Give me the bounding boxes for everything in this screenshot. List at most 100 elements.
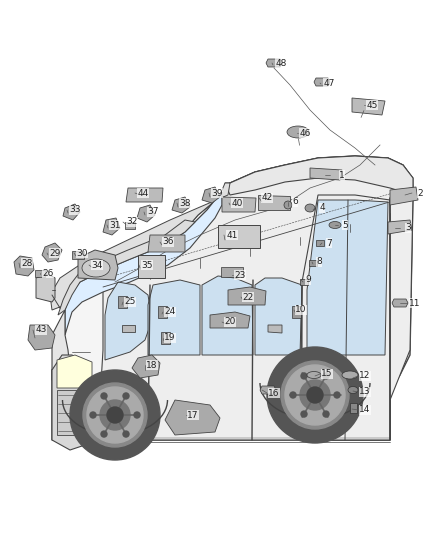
Ellipse shape [307,372,321,378]
Text: 12: 12 [359,372,371,381]
Bar [158,306,166,318]
Circle shape [301,373,307,379]
Polygon shape [50,183,230,310]
Polygon shape [225,156,413,195]
Text: 43: 43 [35,326,47,335]
Text: 45: 45 [366,101,378,109]
Ellipse shape [287,126,309,138]
Polygon shape [137,205,155,222]
Polygon shape [302,195,390,440]
Circle shape [123,393,129,399]
Polygon shape [138,255,165,278]
Polygon shape [52,310,72,390]
Polygon shape [65,192,222,335]
Circle shape [334,392,340,398]
Bar [117,296,127,308]
Circle shape [83,383,147,447]
Text: 35: 35 [141,261,153,270]
Polygon shape [310,168,342,180]
Polygon shape [390,187,418,205]
Text: 13: 13 [359,387,371,397]
Text: 32: 32 [126,217,138,227]
Ellipse shape [82,259,110,277]
Circle shape [267,347,363,443]
Text: 46: 46 [299,128,311,138]
Bar [221,267,243,277]
Polygon shape [255,278,302,355]
Text: 17: 17 [187,410,199,419]
Polygon shape [57,390,95,435]
Polygon shape [210,312,250,328]
Text: 10: 10 [295,305,307,314]
Circle shape [123,431,129,437]
Ellipse shape [342,371,358,379]
Circle shape [290,392,296,398]
Polygon shape [126,188,163,202]
Polygon shape [388,220,412,234]
Polygon shape [52,355,103,450]
Bar [160,332,170,344]
Circle shape [107,407,123,423]
Text: 18: 18 [146,360,158,369]
Text: 22: 22 [242,293,254,302]
Text: 25: 25 [124,297,136,306]
Polygon shape [103,218,120,235]
Polygon shape [307,200,388,355]
Polygon shape [36,274,55,302]
Polygon shape [228,287,266,305]
Bar [292,306,300,318]
Polygon shape [260,386,276,394]
Polygon shape [57,355,92,388]
Text: 7: 7 [326,238,332,247]
Text: 3: 3 [405,223,411,232]
Bar [309,260,317,266]
Text: 36: 36 [162,238,174,246]
Polygon shape [268,325,282,333]
Text: 33: 33 [69,206,81,214]
Bar [125,222,135,229]
Polygon shape [218,225,260,248]
Polygon shape [14,256,34,276]
Polygon shape [58,220,195,315]
Text: 6: 6 [292,198,298,206]
Text: 11: 11 [409,298,421,308]
Polygon shape [172,197,190,213]
Text: 4: 4 [319,204,325,213]
Circle shape [90,412,96,418]
Polygon shape [42,243,62,262]
Text: 24: 24 [164,308,176,317]
Text: 30: 30 [76,248,88,257]
Circle shape [70,370,160,460]
Ellipse shape [305,204,315,212]
Polygon shape [352,98,385,115]
Text: 34: 34 [91,261,102,270]
Ellipse shape [284,201,292,209]
Circle shape [100,400,130,430]
Text: 20: 20 [224,318,236,327]
Ellipse shape [348,386,358,393]
Text: 16: 16 [268,389,280,398]
Circle shape [323,411,329,417]
Polygon shape [222,197,256,212]
Polygon shape [392,299,408,307]
Polygon shape [78,250,118,280]
Polygon shape [52,156,413,440]
Text: 40: 40 [231,198,243,207]
Bar [316,240,324,246]
Text: 1: 1 [339,171,345,180]
Text: 28: 28 [21,259,33,268]
Text: 8: 8 [316,257,322,266]
Polygon shape [100,156,413,440]
Text: 19: 19 [164,334,176,343]
Polygon shape [165,400,220,435]
Text: 26: 26 [42,269,54,278]
Bar [35,270,45,277]
Text: 23: 23 [234,271,246,279]
Polygon shape [202,187,220,203]
Polygon shape [28,325,55,350]
Text: 42: 42 [261,193,272,203]
Polygon shape [258,195,290,210]
Bar [72,251,84,259]
Circle shape [301,411,307,417]
Circle shape [323,373,329,379]
